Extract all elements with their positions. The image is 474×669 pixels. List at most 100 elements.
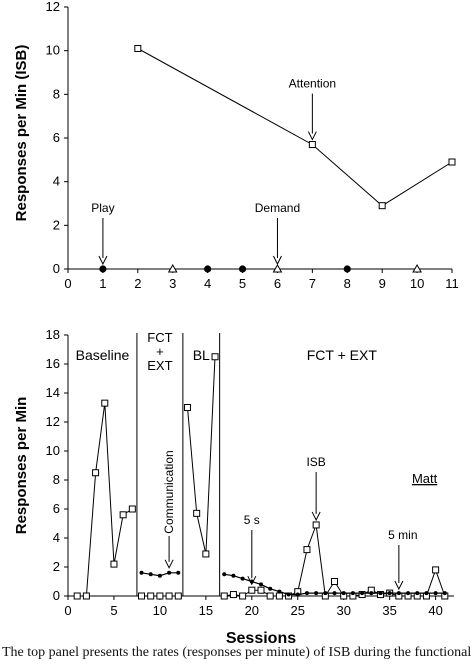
bottom-y-tick-label: 14 [46, 385, 60, 400]
bottom-x-tick-label: 25 [291, 603, 305, 618]
top-x-tick-label: 9 [379, 276, 386, 291]
bottom-annotation-isb-arrow [311, 472, 321, 522]
top-x-tick-label: 4 [204, 276, 211, 291]
bottom-x-tick-label: 5 [110, 603, 117, 618]
top-x-tick-label: 10 [410, 276, 424, 291]
bottom-annotation-5-s-arrow [247, 530, 257, 586]
bottom-point-communication [222, 572, 227, 577]
top-x-tick-label: 8 [344, 276, 351, 291]
phase-label-1: EXT [147, 358, 172, 373]
top-annotation-demand-arrow-head [273, 255, 282, 266]
bottom-point-communication [231, 573, 236, 578]
bottom-x-tick-label: 30 [336, 603, 350, 618]
figure-caption: The top panel presents the rates (respon… [2, 645, 472, 660]
bottom-x-tick-label: 10 [153, 603, 167, 618]
bottom-point-communication [304, 591, 309, 596]
bottom-x-tick-label: 35 [382, 603, 396, 618]
bottom-point-isb [156, 592, 164, 600]
bottom-point-isb [193, 509, 201, 517]
top-y-tick-label: 6 [53, 130, 60, 145]
top-point-attention [134, 44, 142, 52]
bottom-point-isb [110, 560, 118, 568]
bottom-y-tick-label: 0 [53, 588, 60, 603]
bottom-point-communication [148, 572, 153, 577]
bottom-point-communication [176, 570, 181, 575]
bottom-point-isb [138, 592, 146, 600]
top-series-attention-line [137, 48, 453, 207]
bottom-point-isb [266, 592, 274, 600]
bottom-annotation-isb: ISB [306, 455, 325, 469]
bottom-point-communication [139, 570, 144, 575]
top-point-attention [308, 141, 316, 149]
bottom-point-isb [257, 586, 265, 594]
top-point-play [99, 265, 107, 273]
bottom-point-isb [73, 592, 81, 600]
top-x-tick-label: 0 [64, 276, 71, 291]
bottom-x-tick-label: 40 [428, 603, 442, 618]
bottom-point-communication [332, 591, 337, 596]
top-annotation-attention-arrow [307, 93, 317, 141]
top-annotation-demand: Demand [255, 201, 300, 215]
bottom-point-communication [406, 591, 411, 596]
bottom-point-communication [387, 591, 392, 596]
bottom-point-isb [101, 399, 109, 407]
bottom-annotation-5-min: 5 min [388, 528, 417, 542]
bottom-point-communication [360, 591, 365, 596]
top-y-tick-label: 0 [53, 261, 60, 276]
bottom-annotation-isb-arrow-head [311, 511, 321, 522]
bottom-point-communication [277, 589, 282, 594]
top-annotation-play-arrow [98, 218, 108, 266]
bottom-x-tick-label: 20 [245, 603, 259, 618]
bottom-point-isb [211, 353, 219, 361]
top-point-attention [448, 158, 456, 166]
top-point-demand [272, 263, 283, 273]
bottom-annotation-communication-arrow [164, 536, 174, 569]
top-y-tick-label: 10 [46, 43, 60, 58]
top-y-axis-title: Responses per Min (ISB) [13, 45, 30, 222]
bottom-point-communication [424, 591, 429, 596]
top-y-tick-label: 8 [53, 86, 60, 101]
bottom-y-tick-label: 10 [46, 443, 60, 458]
bottom-point-isb [239, 592, 247, 600]
top-x-tick-label: 7 [309, 276, 316, 291]
bottom-point-isb [248, 586, 256, 594]
bottom-point-communication [286, 592, 291, 597]
top-x-tick-label: 11 [445, 276, 459, 291]
bottom-point-communication [323, 591, 328, 596]
bottom-point-communication [396, 591, 401, 596]
bottom-y-tick-label: 12 [46, 414, 60, 429]
bottom-point-isb [92, 469, 100, 477]
phase-label-1: FCT [147, 330, 172, 345]
bottom-y-tick-label: 8 [53, 472, 60, 487]
phase-label-0: Baseline [76, 347, 130, 363]
top-x-tick-label: 1 [99, 276, 106, 291]
phase-label-1: + [156, 344, 164, 359]
bottom-y-tick-label: 4 [53, 530, 60, 545]
bottom-point-isb [312, 521, 320, 529]
bottom-annotation-communication: Communication [162, 450, 176, 533]
bottom-point-isb [174, 592, 182, 600]
top-x-tick-label: 6 [274, 276, 281, 291]
bottom-point-communication [314, 591, 319, 596]
bottom-point-communication [341, 591, 346, 596]
bottom-point-isb [128, 505, 136, 513]
top-y-tick-label: 4 [53, 174, 60, 189]
bottom-annotation-matt: Matt [412, 471, 438, 486]
bottom-y-tick-label: 6 [53, 501, 60, 516]
bottom-point-communication [378, 591, 383, 596]
phase-label-2: BL [193, 347, 210, 363]
bottom-point-communication [167, 570, 172, 575]
top-annotation-play: Play [91, 201, 114, 215]
top-x-tick-label: 3 [169, 276, 176, 291]
bottom-point-communication [433, 591, 438, 596]
bottom-y-tick-label: 2 [53, 559, 60, 574]
top-annotation-attention-arrow-head [307, 131, 317, 141]
top-y-tick-label: 12 [46, 0, 60, 14]
phase-label-3: FCT + EXT [307, 347, 378, 363]
bottom-point-communication [268, 586, 273, 591]
top-point-demand [412, 263, 422, 273]
top-annotation-play-arrow-head [98, 255, 108, 266]
bottom-point-isb [119, 511, 127, 519]
bottom-series-isb-line [77, 403, 133, 597]
